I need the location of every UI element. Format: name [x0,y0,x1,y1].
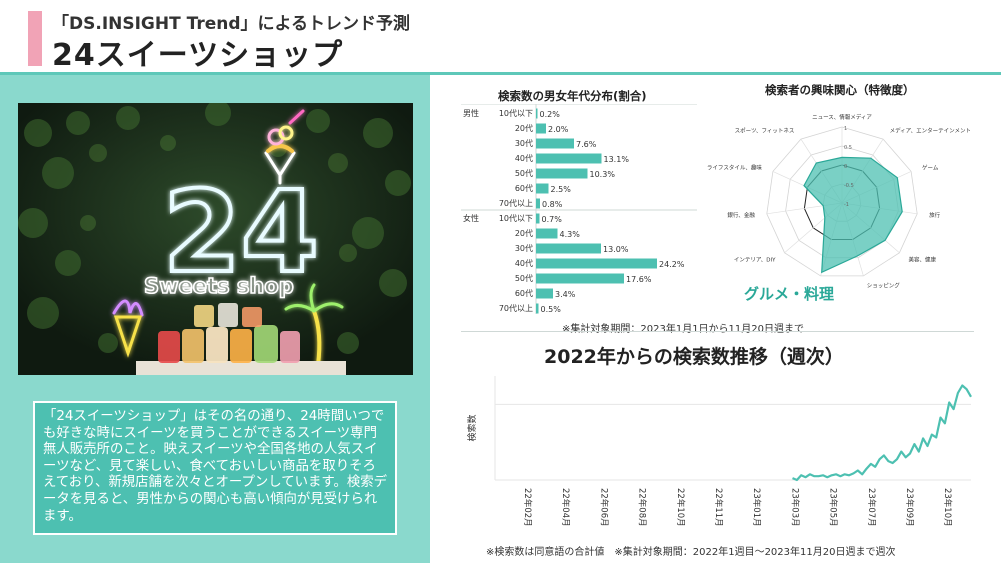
category-label: 30代 [515,138,533,148]
radar-grid-ring [766,126,918,277]
radar-tick-label: 1 [844,126,847,132]
left-panel: 24 Sweets shop [0,75,430,563]
category-label: 50代 [515,168,533,178]
description-box: 「24スイーツショップ」はその名の通り、24時間いつでも好きな時にスイーツを買う… [33,401,397,535]
search-trend-line-chart: 検索数 22年02月 22年04月 22年06月 22年08月 22年10月 22年11月 2… [466,376,972,527]
radar-tick-label: 0.5 [844,145,852,151]
radar-category-label: メディア、エンターテインメント [890,127,970,135]
category-label: 60代 [515,183,533,193]
neon-number: 24 [163,168,319,298]
interest-chart-title: 検索者の興味関心（特徴度） [765,83,915,97]
trend-chart-title: 2022年からの検索数推移（週次） [544,346,844,368]
bar-value-label: 13.0% [603,245,629,254]
period-note: ※集計対象期間：2023年1月1日から11月20日週まで [562,324,805,335]
gender-age-bar-chart: 男性 10代以下 0.2% 20代 2.0% 30代 7.6% 40代 13.1% 50代 10.3… [461,104,697,314]
bar-value-label: 13.1% [604,155,630,164]
radar-category-label: ニュース、情報メディア [812,113,872,121]
radar-category-label: スポーツ、フィットネス [735,128,795,135]
category-label: 70代以上 [499,198,533,208]
neon-text: Sweets shop [144,274,294,298]
bar [536,108,538,119]
section-divider [461,331,974,332]
category-label: 60代 [515,288,533,298]
bar-value-label: 7.6% [576,140,597,149]
radar-category-label: ゲーム [922,163,939,171]
category-label: 10代以下 [499,108,533,118]
bar [536,273,624,284]
x-tick-label: 23年03月 [789,488,800,527]
radar-tick-label: -1 [844,202,849,208]
bar-value-label: 17.6% [626,275,652,284]
bar-value-label: 0.5% [541,305,562,314]
radar-category-label: ショッピング [867,282,901,290]
category-label: 30代 [515,243,533,253]
bar [536,288,553,299]
radar-category-label: インテリア、DIY [734,256,776,263]
bar [536,183,549,194]
bar-value-label: 10.3% [590,170,616,179]
bar [536,153,602,164]
category-label: 20代 [515,123,533,133]
x-tick-label: 23年07月 [866,488,877,527]
right-area [430,75,1001,563]
shop-photo-illustration: 24 Sweets shop [18,103,413,375]
gender-chart-title: 検索数の男女年代分布(割合) [498,89,647,103]
x-tick-label: 22年10月 [675,488,686,527]
category-label: 20代 [515,228,533,238]
bar-value-label: 0.7% [542,215,563,224]
bar-value-label: 2.0% [548,125,569,134]
x-tick-label: 23年05月 [828,488,839,527]
radar-tick-label: -0.5 [844,183,854,189]
accent-bar [28,11,42,66]
radar-category-label: 美容、健康 [909,255,937,263]
y-axis-label: 検索数 [466,414,478,441]
x-tick-label: 23年09月 [904,488,915,527]
category-label: 10代以下 [499,213,533,223]
group-label: 女性 [463,213,479,223]
bar [536,228,558,239]
bar [536,123,546,134]
description-text: 「24スイーツショップ」はその名の通り、24時間いつでも好きな時にスイーツを買う… [43,409,388,524]
bar [536,303,539,314]
category-label: 70代以上 [499,303,533,313]
interest-highlight: グルメ・料理 [744,285,835,303]
category-label: 40代 [515,258,533,268]
bar [536,198,540,209]
x-tick-label: 22年04月 [560,488,571,527]
page-title: 24スイーツショップ [52,38,344,73]
header: 「DS.INSIGHT Trend」によるトレンド予測 24スイーツショップ [0,0,1001,75]
shop-photo: 24 Sweets shop [18,103,413,375]
group-label: 男性 [463,108,479,118]
bar-value-label: 24.2% [659,260,685,269]
x-tick-label: 22年02月 [522,488,533,527]
bar [536,168,588,179]
header-subtitle: 「DS.INSIGHT Trend」によるトレンド予測 [52,14,411,34]
bar-value-label: 0.8% [542,200,563,209]
radar-tick-label: 0 [844,164,847,170]
bar-value-label: 3.4% [555,290,576,299]
x-tick-label: 22年06月 [598,488,609,527]
x-tick-label: 22年11月 [713,488,724,527]
bar [536,258,657,269]
radar-category-label: 銀行、金融 [727,211,755,219]
x-tick-label: 23年01月 [751,488,762,527]
header-divider [0,72,1001,75]
radar-category-label: 旅行 [929,211,941,219]
interest-radar-chart: 1 0.5 0 -0.5 -1 ニュース、情報メディアメディア、エンターテインメントゲーム… [707,113,970,290]
bar [536,243,601,254]
radar-area [803,156,903,274]
category-label: 50代 [515,273,533,283]
trend-line [792,384,972,482]
footer-note: ※検索数は同意語の合計値 ※集計対象期間：2022年1週目〜2023年11月20… [486,547,896,558]
bar [536,213,540,224]
category-label: 40代 [515,153,533,163]
radar-category-label: ライフスタイル、趣味 [707,163,763,171]
bar [536,138,574,149]
bar-value-label: 2.5% [551,185,572,194]
x-tick-label: 22年08月 [637,488,648,527]
x-tick-label: 23年10月 [942,488,953,527]
bar-value-label: 4.3% [560,230,581,239]
bar-value-label: 0.2% [540,110,561,119]
